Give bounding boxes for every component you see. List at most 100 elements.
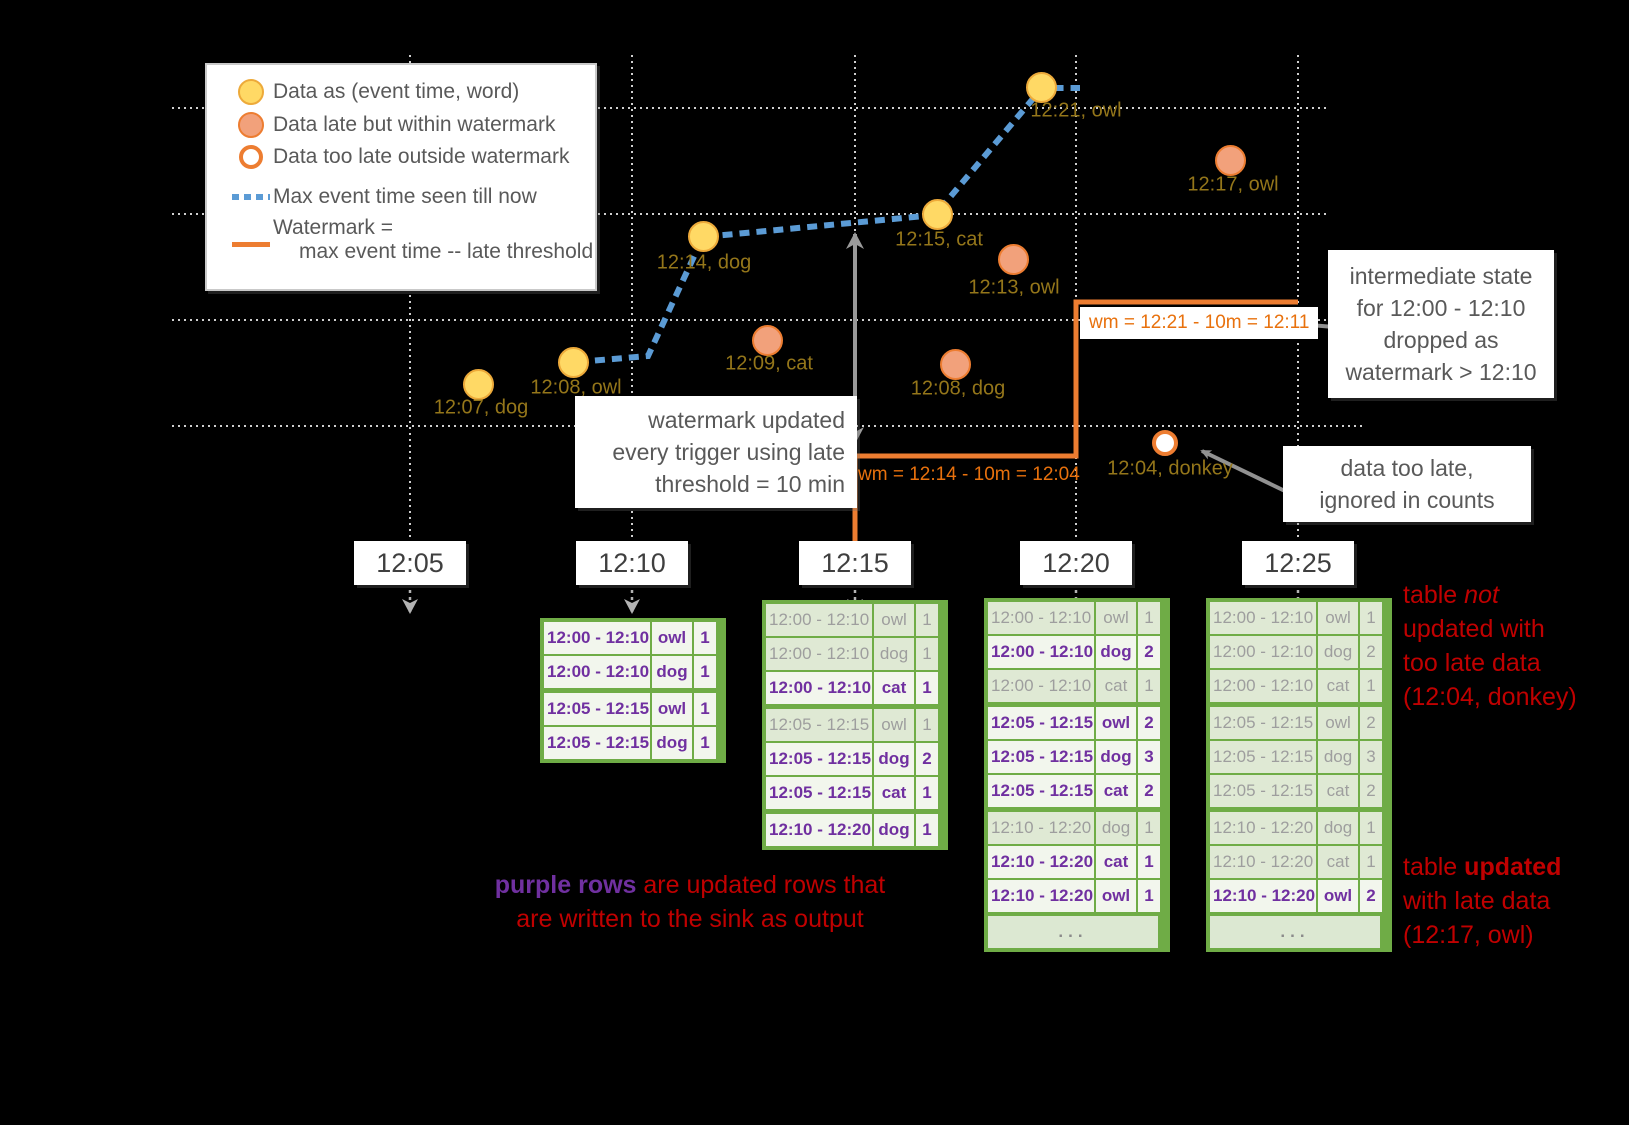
note-updated: table updated with late data (12:17, owl…: [1403, 853, 1562, 949]
count-cell: 1: [1360, 670, 1382, 702]
late-dot-icon: [229, 112, 273, 138]
legend-item-label: Data late but within watermark: [273, 113, 556, 136]
table-row: 12:10 - 12:20 dog 1: [988, 812, 1166, 844]
data-point-label: 12:14, dog: [656, 251, 752, 274]
trigger-time-12-05: 12:05: [354, 541, 466, 585]
word-cell: dog: [1096, 812, 1136, 844]
word-cell: owl: [1096, 880, 1136, 912]
table-row: 12:00 - 12:10 cat 1: [1210, 670, 1388, 702]
window-cell: 12:05 - 12:15: [988, 707, 1094, 739]
window-cell: 12:10 - 12:20: [988, 846, 1094, 878]
window-cell: 12:05 - 12:15: [766, 709, 872, 741]
table-row: 12:00 - 12:10 owl 1: [1210, 602, 1388, 634]
legend-item-max-event: Max event time seen till now: [229, 185, 595, 209]
table-row: 12:00 - 12:10 owl 1: [766, 604, 944, 636]
data-point-late: [997, 243, 1029, 275]
data-point-label: 12:13, owl: [968, 276, 1060, 299]
result-table-12-10: 12:00 - 12:10 owl 1 12:00 - 12:10 dog 1 12:05 …: [540, 618, 726, 763]
intermediate-state-callout: intermediate state for 12:00 - 12:10 dro…: [1328, 250, 1554, 398]
window-cell: 12:10 - 12:20: [766, 814, 872, 846]
data-point-label: 12:17, owl: [1187, 173, 1279, 196]
data-point-ontime: [687, 220, 719, 252]
ellipsis-cell: ...: [988, 916, 1158, 948]
trigger-note-callout: watermark updated every trigger using la…: [575, 396, 857, 508]
table-row: 12:10 - 12:20 dog 1: [1210, 812, 1388, 844]
count-cell: 1: [1138, 846, 1160, 878]
result-table-12-25: 12:00 - 12:10 owl 1 12:00 - 12:10 dog 2 12:00 …: [1206, 598, 1392, 952]
table-row: 12:10 - 12:20 owl 1: [988, 880, 1166, 912]
table-row: 12:05 - 12:15 owl 1: [544, 693, 722, 725]
count-cell: 2: [1138, 707, 1160, 739]
word-cell: owl: [1096, 707, 1136, 739]
window-cell: 12:00 - 12:10: [1210, 602, 1316, 634]
data-point-label: 12:21, owl: [1030, 99, 1122, 122]
window-cell: 12:10 - 12:20: [988, 812, 1094, 844]
count-cell: 1: [1138, 880, 1160, 912]
data-point-label: 12:08, dog: [910, 377, 1006, 400]
window-cell: 12:05 - 12:15: [544, 727, 650, 759]
count-cell: 1: [916, 709, 938, 741]
count-cell: 2: [1360, 880, 1382, 912]
count-cell: 1: [916, 638, 938, 670]
watermark-value-first: wm = 12:14 - 10m = 12:04: [858, 464, 1080, 485]
window-cell: 12:00 - 12:10: [988, 602, 1094, 634]
word-cell: cat: [1318, 775, 1358, 807]
word-cell: owl: [1318, 602, 1358, 634]
legend-item-late: Data late but within watermark: [229, 112, 595, 138]
word-cell: cat: [874, 672, 914, 704]
data-point-label: 12:09, cat: [725, 352, 813, 375]
count-cell: 1: [916, 604, 938, 636]
count-cell: 2: [1138, 775, 1160, 807]
window-cell: 12:10 - 12:20: [1210, 880, 1316, 912]
too-late-arrow: [1200, 449, 1288, 494]
legend: Data as (event time, word) Data late but…: [205, 63, 597, 291]
data-point-late: [1214, 144, 1246, 176]
count-cell: 3: [1138, 741, 1160, 773]
data-point-ontime: [1025, 71, 1057, 103]
window-cell: 12:00 - 12:10: [766, 672, 872, 704]
data-point-ontime: [557, 346, 589, 378]
table-row: 12:10 - 12:20 cat 1: [1210, 846, 1388, 878]
count-cell: 1: [1138, 812, 1160, 844]
table-ellipsis-row: ...: [1210, 916, 1388, 948]
data-point-label: 12:04, donkey: [1107, 457, 1233, 480]
word-cell: dog: [1318, 636, 1358, 668]
table-row: 12:05 - 12:15 owl 2: [1210, 707, 1388, 739]
word-cell: dog: [874, 814, 914, 846]
window-cell: 12:05 - 12:15: [1210, 707, 1316, 739]
table-row: 12:10 - 12:20 owl 2: [1210, 880, 1388, 912]
table-row: 12:05 - 12:15 dog 2: [766, 743, 944, 775]
window-cell: 12:10 - 12:20: [988, 880, 1094, 912]
table-row: 12:00 - 12:10 dog 1: [766, 638, 944, 670]
window-cell: 12:00 - 12:10: [1210, 670, 1316, 702]
count-cell: 2: [1138, 636, 1160, 668]
count-cell: 1: [694, 727, 716, 759]
table-row: 12:05 - 12:15 dog 3: [988, 741, 1166, 773]
window-cell: 12:00 - 12:10: [1210, 636, 1316, 668]
word-cell: cat: [1318, 846, 1358, 878]
word-cell: cat: [1096, 775, 1136, 807]
word-cell: owl: [1318, 707, 1358, 739]
watermark-value-second: wm = 12:21 - 10m = 12:11: [1080, 307, 1319, 339]
table-row: 12:05 - 12:15 owl 2: [988, 707, 1166, 739]
count-cell: 3: [1360, 741, 1382, 773]
word-cell: cat: [1096, 846, 1136, 878]
word-cell: owl: [652, 693, 692, 725]
data-point-toolate: [1152, 430, 1178, 456]
table-row: 12:10 - 12:20 dog 1: [766, 814, 944, 846]
legend-item-ontime: Data as (event time, word): [229, 79, 595, 105]
data-point-ontime: [921, 198, 953, 230]
count-cell: 2: [1360, 707, 1382, 739]
count-cell: 1: [1360, 602, 1382, 634]
word-cell: dog: [652, 727, 692, 759]
data-point-label: 12:08, owl: [530, 376, 622, 399]
window-cell: 12:05 - 12:15: [988, 775, 1094, 807]
table-row: 12:05 - 12:15 dog 3: [1210, 741, 1388, 773]
table-row: 12:00 - 12:10 dog 1: [544, 656, 722, 688]
window-cell: 12:05 - 12:15: [766, 777, 872, 809]
table-row: 12:05 - 12:15 dog 1: [544, 727, 722, 759]
window-cell: 12:05 - 12:15: [1210, 775, 1316, 807]
word-cell: owl: [652, 622, 692, 654]
window-cell: 12:10 - 12:20: [1210, 846, 1316, 878]
